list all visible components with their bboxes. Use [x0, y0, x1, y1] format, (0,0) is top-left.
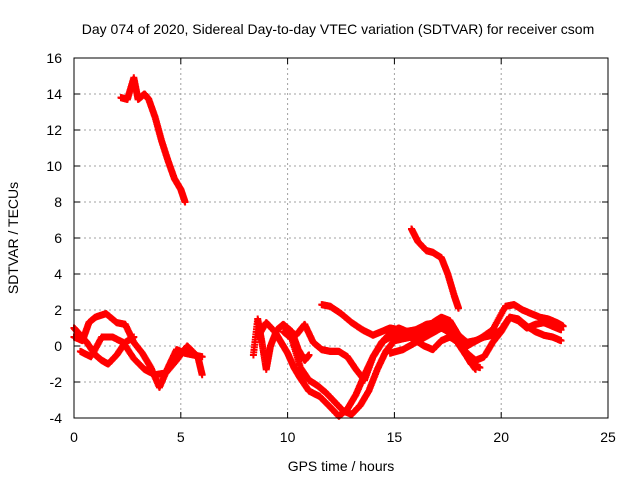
y-tick-label: 8 [54, 194, 62, 210]
x-tick-label: 15 [387, 429, 403, 445]
data-point [454, 304, 462, 312]
data-point [476, 364, 484, 372]
y-tick-label: 14 [46, 86, 62, 102]
data-point [198, 371, 206, 379]
y-tick-label: 0 [54, 338, 62, 354]
series-track-e [76, 333, 206, 379]
x-tick-label: 20 [493, 429, 509, 445]
series-track-b [407, 225, 462, 312]
data-points [70, 74, 567, 420]
series-track-a [117, 74, 189, 206]
x-tick-label: 5 [177, 429, 185, 445]
axis-ticks: 0 5 10 15 20 25 -4 -2 0 2 4 6 8 10 12 14 16 [46, 50, 616, 445]
chart-title: Day 074 of 2020, Sidereal Day-to-day VTE… [82, 21, 595, 37]
y-tick-label: -4 [50, 410, 63, 426]
y-tick-label: 6 [54, 230, 62, 246]
x-tick-label: 10 [280, 429, 296, 445]
data-point [305, 351, 313, 359]
x-tick-label: 25 [600, 429, 616, 445]
series-track-j [318, 301, 565, 364]
series-track-k [386, 301, 567, 357]
y-tick-label: 2 [54, 302, 62, 318]
y-tick-label: 4 [54, 266, 62, 282]
y-tick-label: 10 [46, 158, 62, 174]
data-point [181, 198, 189, 206]
y-tick-label: 16 [46, 50, 62, 66]
data-point [559, 322, 567, 330]
y-axis-label: SDTVAR / TECUs [5, 182, 21, 294]
data-point [557, 337, 565, 345]
x-axis-label: GPS time / hours [288, 458, 395, 474]
x-tick-label: 0 [70, 429, 78, 445]
y-tick-label: -2 [50, 374, 63, 390]
y-tick-label: 12 [46, 122, 62, 138]
